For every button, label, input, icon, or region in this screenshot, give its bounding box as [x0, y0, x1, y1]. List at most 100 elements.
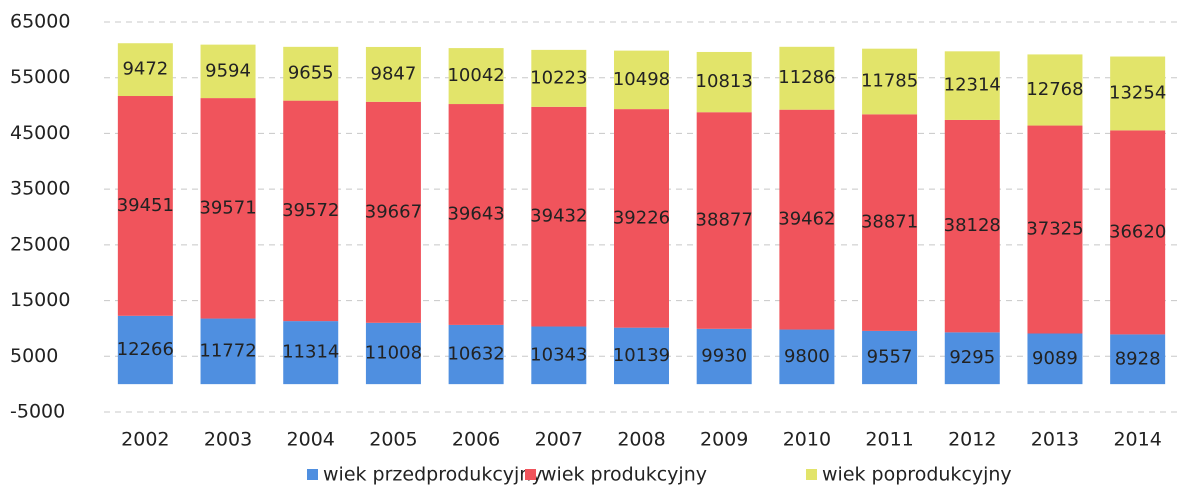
value-label: 10042: [447, 65, 504, 86]
x-tick-label: 2006: [452, 429, 500, 451]
value-label: 9594: [205, 60, 251, 81]
legend-label: wiek produkcyjny: [541, 464, 707, 486]
bar-segment: [117, 315, 173, 385]
value-label: 39667: [365, 201, 422, 222]
bar-segment: [283, 321, 339, 385]
x-tick-label: 2014: [1113, 429, 1161, 451]
x-tick-label: 2004: [287, 429, 335, 451]
value-label: 38877: [696, 210, 753, 231]
bar-segment: [944, 119, 1000, 333]
value-label: 38871: [861, 212, 918, 233]
bar-segment: [200, 98, 256, 319]
bar-segment: [531, 326, 587, 385]
value-label: 36620: [1109, 221, 1166, 242]
bar-segment: [200, 318, 256, 385]
bar-segment: [283, 100, 339, 322]
legend-swatch: [525, 469, 536, 480]
bar-segment: [365, 46, 421, 102]
value-label: 39432: [530, 206, 587, 227]
bar-segment: [862, 330, 918, 385]
value-label: 39451: [117, 195, 174, 216]
y-tick-label: 45000: [10, 122, 70, 144]
value-label: 39572: [282, 200, 339, 221]
bar-segment: [283, 46, 339, 101]
bar-segment: [531, 106, 587, 327]
value-label: 39226: [613, 207, 670, 228]
bar-segment: [944, 51, 1000, 120]
value-label: 9472: [122, 59, 168, 80]
bar-segment: [1027, 54, 1083, 126]
value-label: 39571: [199, 197, 256, 218]
y-tick-label: 55000: [10, 66, 70, 88]
bar-segment: [1027, 125, 1083, 334]
x-tick-label: 2007: [535, 429, 583, 451]
bar-segment: [614, 327, 669, 385]
bar-segment: [944, 332, 1000, 385]
value-label: 11314: [282, 342, 339, 363]
value-label: 11785: [861, 71, 918, 92]
y-tick-label: 25000: [10, 233, 70, 255]
bar-segment: [696, 51, 752, 113]
value-label: 9089: [1032, 348, 1078, 369]
x-tick-label: 2002: [121, 429, 169, 451]
value-label: 9655: [288, 63, 334, 84]
legend-swatch: [307, 469, 318, 480]
bar-segment: [862, 48, 918, 115]
bar-segment: [365, 322, 421, 385]
y-tick-label: 35000: [10, 178, 70, 200]
value-label: 10632: [447, 344, 504, 365]
bar-segment: [779, 46, 835, 110]
bar-segment: [696, 328, 752, 385]
bar-segment: [779, 329, 835, 385]
bar-segment: [365, 101, 421, 323]
bar-segment: [614, 109, 669, 328]
value-label: 37325: [1026, 219, 1083, 240]
bar-segment: [696, 112, 752, 329]
value-label: 9930: [701, 345, 747, 366]
value-label: 10343: [530, 344, 587, 365]
bar-segment: [1110, 334, 1166, 385]
x-tick-label: 2013: [1031, 429, 1079, 451]
bar-segment: [1110, 56, 1166, 131]
x-tick-label: 2003: [204, 429, 252, 451]
legend-label: wiek przedprodukcyjny: [323, 464, 543, 486]
y-tick-label: 5000: [10, 345, 58, 367]
value-label: 11008: [365, 342, 422, 363]
bar-segment: [448, 104, 504, 325]
value-label: 10813: [696, 71, 753, 92]
value-label: 12768: [1026, 79, 1083, 100]
value-label: 10139: [613, 345, 670, 366]
x-tick-label: 2012: [948, 429, 996, 451]
x-tick-label: 2010: [783, 429, 831, 451]
value-label: 38128: [944, 215, 1001, 236]
bar-segment: [779, 109, 835, 330]
x-tick-label: 2011: [865, 429, 913, 451]
value-label: 9847: [371, 63, 417, 84]
legend-label: wiek poprodukcyjny: [822, 464, 1012, 486]
bar-segment: [1110, 130, 1166, 335]
bar-segment: [531, 49, 587, 107]
bar-segment: [1027, 333, 1083, 385]
value-label: 10498: [613, 69, 670, 90]
value-label: 39462: [778, 209, 835, 230]
value-label: 13254: [1109, 82, 1166, 103]
value-label: 39643: [447, 203, 504, 224]
y-tick-label: 65000: [10, 11, 70, 33]
value-label: 12266: [117, 339, 174, 360]
value-label: 8928: [1115, 348, 1161, 369]
value-label: 11286: [778, 67, 835, 88]
bar-segment: [614, 50, 669, 110]
bar-segment: [448, 48, 504, 105]
y-tick-label: -5000: [10, 401, 65, 423]
legend-swatch: [806, 469, 817, 480]
x-tick-label: 2005: [369, 429, 417, 451]
value-label: 9557: [867, 347, 913, 368]
bar-segment: [117, 96, 173, 316]
value-label: 11772: [199, 340, 256, 361]
bar-segment: [448, 324, 504, 385]
bar-segment: [117, 43, 173, 97]
value-label: 9295: [949, 347, 995, 368]
bar-segment: [862, 114, 918, 331]
y-tick-label: 15000: [10, 289, 70, 311]
